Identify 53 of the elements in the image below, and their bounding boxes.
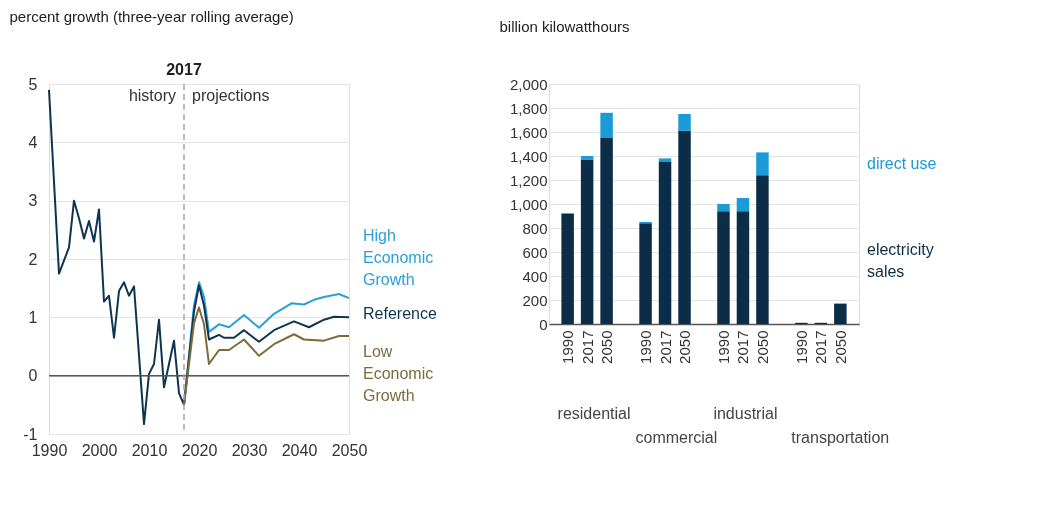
x-tick-label: 2020	[181, 441, 218, 459]
series-label: Low Economic Growth	[363, 343, 434, 404]
y-tick-label: 1,800	[509, 99, 548, 117]
y-tick-label: -1	[23, 425, 38, 443]
x-tick-label: 2050	[598, 330, 616, 364]
x-tick-label: 2017	[578, 330, 596, 364]
y-tick-label: 1,000	[509, 195, 548, 213]
y-tick-label: 800	[522, 219, 548, 237]
x-tick-label: 2040	[281, 441, 318, 459]
annotation: projections	[192, 87, 270, 104]
text: direct use	[867, 154, 937, 172]
y-tick-label: 2,000	[509, 75, 548, 93]
y-tick-label: 5	[28, 75, 38, 93]
x-tick-label: 2017	[656, 330, 674, 364]
x-tick-label: 2000	[81, 441, 118, 459]
x-tick-label: 1990	[637, 330, 655, 364]
text: commercial	[635, 429, 718, 446]
y-tick-label: 4	[28, 133, 38, 151]
x-tick-label: 1990	[559, 330, 577, 364]
series-label: Reference	[363, 305, 437, 323]
y-axis-title: billion kilowatthours	[499, 17, 630, 35]
y-tick-label: 400	[522, 267, 548, 285]
series-label: electricity sales	[867, 240, 934, 280]
text: transportation	[791, 429, 890, 446]
ref-line-label: 2017	[166, 61, 202, 78]
annotation: history	[128, 87, 176, 104]
x-tick-label: 2017	[812, 330, 830, 364]
series-label: High Economic Growth	[363, 227, 434, 289]
text: industrial	[713, 405, 778, 422]
x-tick-label: 1990	[31, 441, 68, 459]
y-tick-label: 1	[28, 308, 38, 326]
x-tick-label: 2050	[331, 441, 368, 459]
x-tick-label: 1990	[792, 330, 810, 364]
y-tick-label: 2	[28, 250, 38, 268]
y-tick-label: 0	[539, 315, 548, 333]
y-tick-label: 3	[28, 192, 38, 210]
y-tick-label: 1,600	[509, 123, 548, 141]
line-series	[48, 88, 350, 426]
y-tick-label: 1,400	[509, 147, 548, 165]
y-axis-title: percent growth (three-year rolling average)	[9, 7, 294, 25]
x-tick-label: 2050	[676, 330, 694, 364]
x-tick-label: 2050	[753, 330, 771, 364]
x-tick-label: 2050	[831, 330, 849, 364]
text: residential	[557, 405, 631, 422]
x-tick-label: 1990	[714, 330, 732, 364]
x-tick-label: 2030	[231, 441, 268, 459]
y-tick-label: 200	[522, 291, 548, 309]
y-tick-label: 600	[522, 243, 548, 261]
y-tick-label: 1,200	[509, 171, 548, 189]
y-tick-label: 0	[28, 367, 38, 385]
x-tick-label: 2017	[734, 330, 752, 364]
x-tick-label: 2010	[131, 441, 168, 459]
line-series	[183, 306, 350, 406]
